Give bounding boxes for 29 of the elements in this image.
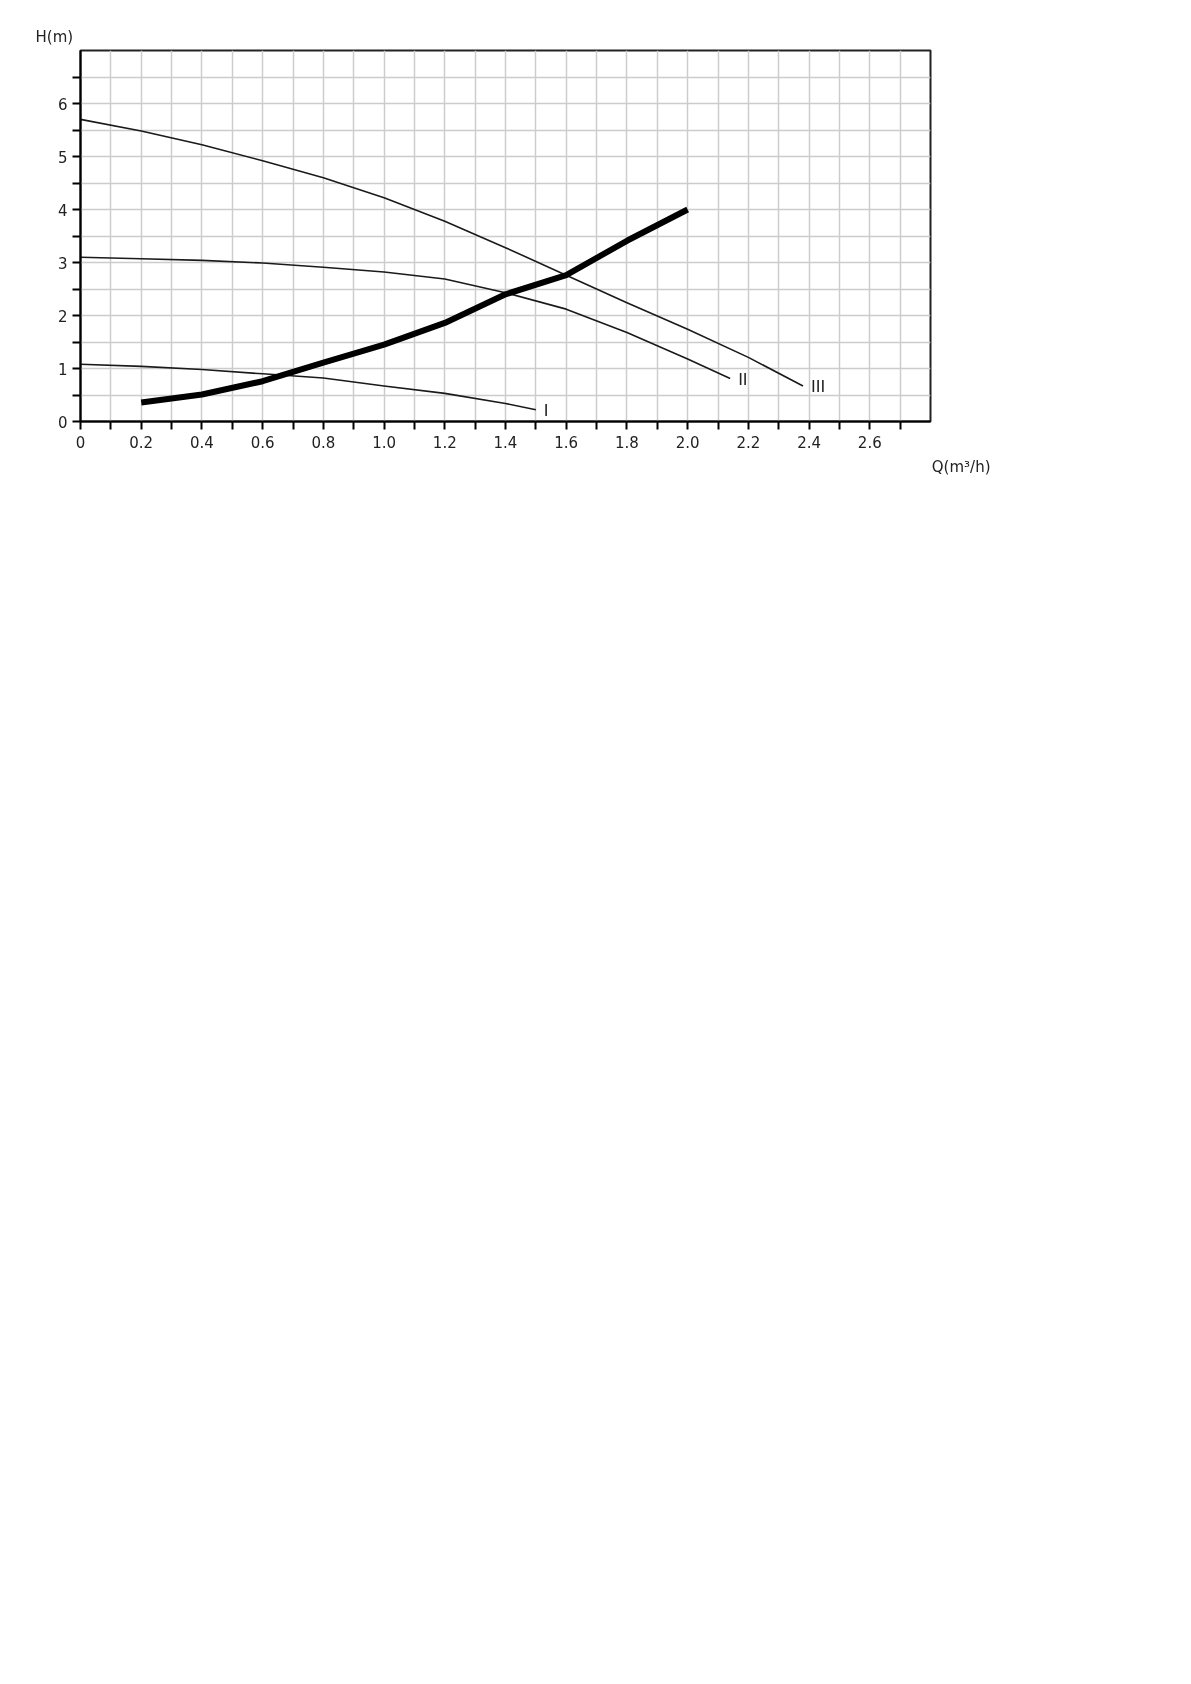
y-tick-label: 4 — [57, 201, 68, 220]
y-tick-label: 5 — [57, 148, 68, 167]
y-tick-label: 6 — [57, 95, 68, 114]
series-label: III — [811, 376, 826, 396]
x-tick-label: 1.6 — [554, 433, 579, 452]
series-label: II — [738, 369, 748, 389]
x-tick-label: 2.2 — [736, 433, 761, 452]
y-tick-label: 0 — [57, 413, 68, 432]
y-tick-label: 2 — [57, 307, 68, 326]
x-tick-label: 1.4 — [493, 433, 518, 452]
line-series — [80, 256, 731, 380]
x-axis-title: Q(m³/h) — [931, 457, 991, 476]
line-series — [80, 118, 804, 387]
y-tick-label: 1 — [57, 360, 68, 379]
y-axis-title: H(m) — [35, 27, 74, 46]
x-tick-label: 2.6 — [857, 433, 882, 452]
x-tick-label: 0 — [75, 433, 86, 452]
x-tick-label: 2.4 — [797, 433, 821, 452]
x-tick-label: 2.0 — [675, 433, 700, 452]
series-label: I — [543, 400, 549, 420]
y-tick-label: 3 — [57, 254, 68, 273]
line-series — [80, 363, 537, 411]
x-tick-label: 0.6 — [250, 433, 275, 452]
x-tick-label: 1.2 — [432, 433, 457, 452]
x-tick-label: 1.0 — [372, 433, 396, 452]
x-tick-label: 1.8 — [615, 433, 639, 452]
x-tick-label: 0.4 — [190, 433, 214, 452]
x-tick-label: 0.8 — [311, 433, 336, 452]
x-tick-label: 0.2 — [129, 433, 154, 452]
